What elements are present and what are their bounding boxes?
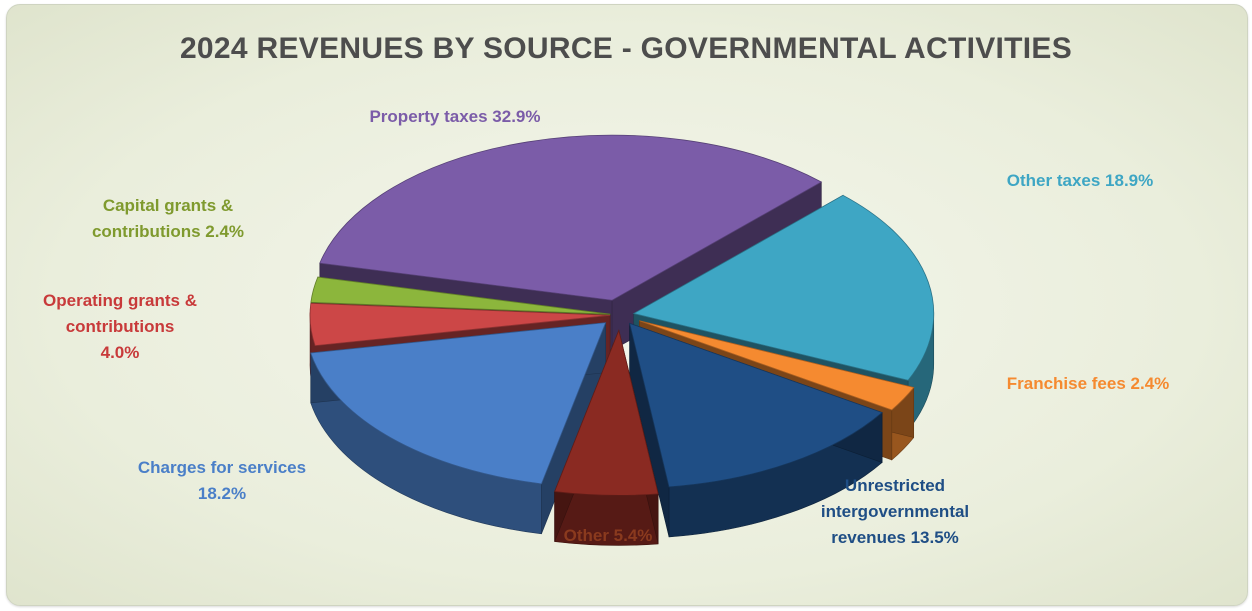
pie-data-labels: Property taxes 32.9% Other taxes 18.9% Fra… <box>43 107 1169 547</box>
chart-title: 2024 REVENUES BY SOURCE - GOVERNMENTAL A… <box>179 32 1073 65</box>
pie-slice-charges-for-services <box>310 322 607 485</box>
data-label-property-taxes: Property taxes 32.9% <box>369 107 540 126</box>
pie-slice-operating-grants-contributions <box>309 302 611 347</box>
pie-slice-other-taxes <box>632 194 935 381</box>
pie-slice-capital-grants-contributions <box>310 276 611 315</box>
data-label-other-taxes: Other taxes 18.9% <box>1007 171 1153 190</box>
pie-slice-property-taxes <box>319 134 823 301</box>
data-label-operating-grants-contributions: Operating grants & contributions 4.0% <box>43 291 197 362</box>
data-label-capital-grants-contributions: Capital grants & contributions 2.4% <box>92 196 244 241</box>
pie-slice-other <box>554 329 659 496</box>
data-label-charges-for-services: Charges for services 18.2% <box>138 458 306 503</box>
data-label-unrestricted-intergovernmental-revenues: Unrestricted intergovernmental revenues 13… <box>821 476 969 547</box>
pie-slice-tops <box>309 134 935 496</box>
pie-slice-franchise-fees <box>639 320 915 411</box>
data-label-other: Other 5.4% <box>564 526 653 545</box>
pie-slice-unrestricted-intergovernmental-revenues <box>629 322 883 488</box>
data-label-franchise-fees: Franchise fees 2.4% <box>1007 374 1170 393</box>
